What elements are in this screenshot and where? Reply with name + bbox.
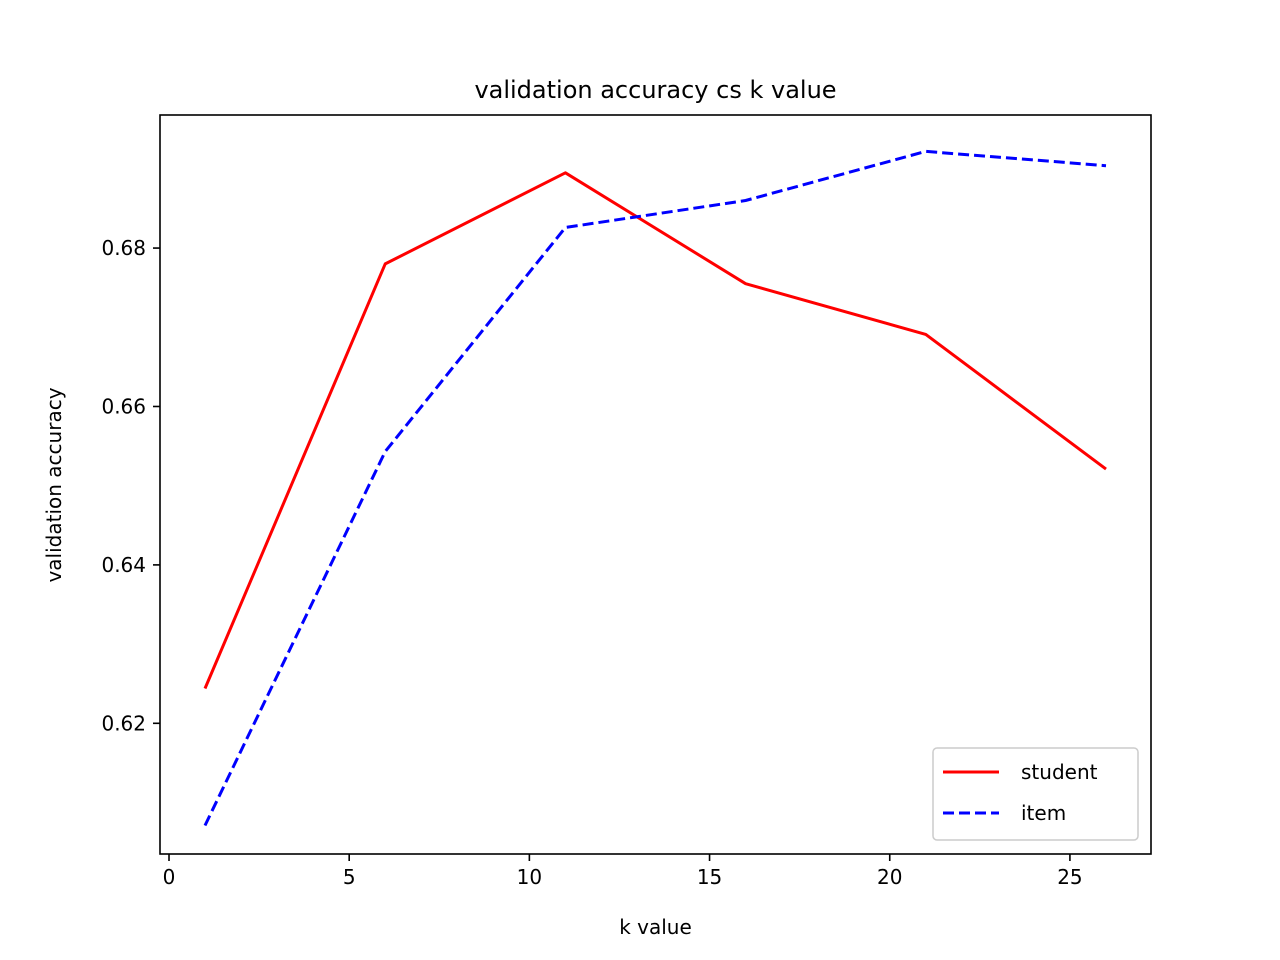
y-axis-label: validation accuracy [42,387,66,582]
x-tick-label: 0 [163,865,176,889]
series-line-item [203,149,1107,827]
x-axis-label: k value [619,915,692,939]
x-tick-label: 10 [517,865,542,889]
x-tick-label: 5 [343,865,356,889]
y-tick-label: 0.66 [101,394,146,418]
x-tick-label: 20 [877,865,902,889]
series-line-student [203,171,1107,690]
legend: student item [932,747,1139,841]
y-tick-label: 0.64 [101,553,146,577]
y-tick-label: 0.68 [101,236,146,260]
x-tick-label: 25 [1057,865,1082,889]
plot-area: 0 5 10 15 20 25 0.62 0.64 0.66 0.68 [101,114,1152,889]
y-tick-label: 0.62 [101,711,146,735]
chart-title: validation accuracy cs k value [474,76,836,104]
x-tick-label: 15 [697,865,722,889]
legend-label-student: student [1021,760,1098,784]
legend-label-item: item [1021,801,1066,825]
axes-frame [159,114,1152,855]
